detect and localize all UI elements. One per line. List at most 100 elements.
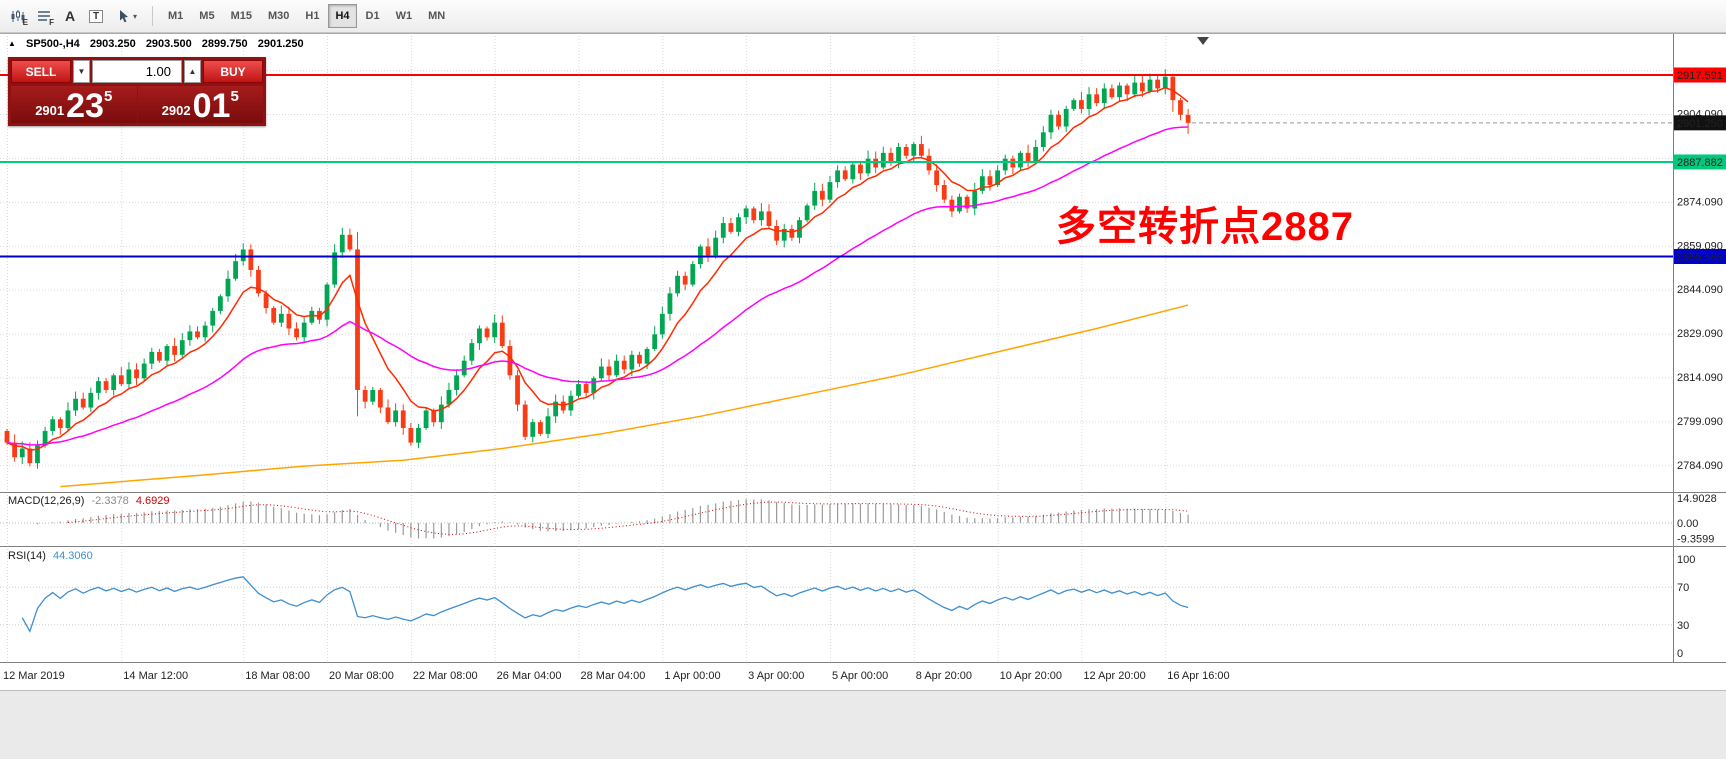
macd-tick-label: 14.9028 xyxy=(1677,493,1717,505)
price-tick-label: 2784.090 xyxy=(1677,460,1723,472)
price-tag-label: 2901.250 xyxy=(1677,118,1723,130)
price-tag-label: 2917.591 xyxy=(1677,70,1723,82)
volume-input[interactable] xyxy=(92,60,182,83)
text-tool-label: A xyxy=(64,8,76,24)
rsi-tick-label: 0 xyxy=(1677,648,1683,660)
price-tag xyxy=(1674,249,1726,265)
candlestick-chart-icon xyxy=(11,9,25,23)
textbox-tool-button[interactable]: T xyxy=(84,4,108,28)
cursor-tool-button[interactable]: ▾ xyxy=(110,4,144,28)
price-tag-label: 2855.588 xyxy=(1677,252,1723,264)
ohlc-open: 2903.250 xyxy=(89,38,136,50)
volume-decrease-button[interactable]: ▼ xyxy=(73,60,90,83)
icon-badge-f: F xyxy=(49,18,54,27)
ask-prefix: 2902 xyxy=(161,103,191,118)
cursor-arrow-icon xyxy=(119,10,128,23)
timeframe-m5-button[interactable]: M5 xyxy=(199,10,215,22)
price-scale[interactable]: 2904.0902874.0902859.0902844.0902829.090… xyxy=(1674,67,1726,661)
time-tick-label: 26 Mar 04:00 xyxy=(497,670,562,682)
price-tick-label: 2829.090 xyxy=(1677,328,1723,340)
chart-canvas[interactable]: 2904.0902874.0902859.0902844.0902829.090… xyxy=(0,34,1726,691)
price-tag-label: 2887.882 xyxy=(1677,157,1723,169)
macd-label: MACD(12,26,9) -2.3378 4.6929 xyxy=(8,495,174,507)
price-tick-label: 2874.090 xyxy=(1677,196,1723,208)
ohlc-low: 2899.750 xyxy=(201,38,248,50)
time-tick-label: 8 Apr 20:00 xyxy=(916,670,972,682)
macd-signal-value: 4.6929 xyxy=(135,495,170,507)
macd-main-value: -2.3378 xyxy=(91,495,129,507)
toolbar-separator xyxy=(152,6,153,26)
ohlc-high: 2903.500 xyxy=(145,38,192,50)
timeframe-w1-button[interactable]: W1 xyxy=(395,10,413,22)
timeframe-m1-button[interactable]: M1 xyxy=(168,10,184,22)
sell-button[interactable]: SELL xyxy=(11,60,71,83)
bid-prefix: 2901 xyxy=(35,103,65,118)
rsi-pane xyxy=(0,576,1672,633)
rsi-tick-label: 100 xyxy=(1677,554,1695,566)
time-tick-label: 5 Apr 00:00 xyxy=(832,670,888,682)
macd-name: MACD(12,26,9) xyxy=(8,495,85,507)
macd-tick-label: 0.00 xyxy=(1677,518,1698,530)
bid-price[interactable]: 2901 23 5 xyxy=(11,86,137,123)
fast-ma-line xyxy=(6,86,1189,451)
time-tick-label: 1 Apr 00:00 xyxy=(664,670,720,682)
timeframe-m30-button[interactable]: M30 xyxy=(267,10,290,22)
slow-ma-line xyxy=(60,304,1189,488)
chart-shift-marker[interactable] xyxy=(1197,37,1209,45)
macd-signal-line xyxy=(67,501,1189,535)
volume-increase-button[interactable]: ▲ xyxy=(184,60,201,83)
icon-badge-e: E xyxy=(22,18,28,27)
bid-main-digits: 23 xyxy=(66,87,104,126)
timeframe-h4-button[interactable]: H4 xyxy=(328,4,357,28)
gridlines-layer xyxy=(0,36,1672,662)
chevron-down-icon: ▾ xyxy=(132,11,137,21)
rsi-value: 44.3060 xyxy=(52,550,93,562)
time-tick-label: 28 Mar 04:00 xyxy=(581,670,646,682)
price-tag xyxy=(1674,115,1726,131)
time-tick-label: 3 Apr 00:00 xyxy=(748,670,804,682)
price-tag xyxy=(1674,67,1726,83)
buy-button[interactable]: BUY xyxy=(203,60,263,83)
timeframe-m15-button[interactable]: M15 xyxy=(230,10,252,22)
time-tick-label: 22 Mar 08:00 xyxy=(413,670,478,682)
macd-pane xyxy=(0,499,1672,539)
price-tick-label: 2799.090 xyxy=(1677,416,1723,428)
time-tick-label: 18 Mar 08:00 xyxy=(245,670,310,682)
price-tag xyxy=(1674,154,1726,170)
candles-layer xyxy=(4,69,1191,469)
rsi-tick-label: 30 xyxy=(1677,620,1689,632)
time-scale[interactable]: 12 Mar 2019 14 Mar 12:00 18 Mar 08:00 20 Ma… xyxy=(3,670,1230,682)
one-click-trading-panel: SELL ▼ ▲ BUY 2901 23 5 2902 01 5 xyxy=(8,57,266,126)
price-tick-label: 2814.090 xyxy=(1677,372,1723,384)
ask-main-digits: 01 xyxy=(192,87,231,126)
time-tick-label: 10 Apr 20:00 xyxy=(1000,670,1062,682)
symbol-info: ▲ SP500-,H4 2903.250 2903.500 2899.750 2… xyxy=(8,38,311,50)
chart-window: 2904.090 2874.090 2859.090 2844.090 2829.090… xyxy=(0,33,1726,691)
toolbar: E F A T ▾ M1 M5 M15 M30 H1 H4 D1 xyxy=(0,0,1726,33)
mid-ma-line xyxy=(6,126,1189,446)
bid-pip-digit: 5 xyxy=(103,88,113,105)
text-tool-button[interactable]: A xyxy=(58,4,82,28)
ohlc-close: 2901.250 xyxy=(257,38,304,50)
one-click-toggle[interactable]: ▲ xyxy=(8,39,16,48)
macd-tick-label: -9.3599 xyxy=(1677,534,1714,546)
annotation-text: 多空转折点2887 xyxy=(1056,205,1354,249)
rsi-line xyxy=(21,576,1189,633)
time-tick-label: 12 Mar 2019 xyxy=(3,670,65,682)
hline-objects-layer[interactable] xyxy=(0,74,1674,258)
rsi-name: RSI(14) xyxy=(8,550,46,562)
timeframe-h1-button[interactable]: H1 xyxy=(305,10,320,22)
time-tick-label: 12 Apr 20:00 xyxy=(1083,670,1145,682)
chart-template-icon-e[interactable]: E xyxy=(6,4,30,28)
moving-averages-layer xyxy=(6,86,1189,488)
chart-list-icon-f[interactable]: F xyxy=(32,4,56,28)
time-tick-label: 16 Apr 16:00 xyxy=(1167,670,1229,682)
textbox-tool-label: T xyxy=(88,9,104,23)
bottom-empty-area xyxy=(0,690,1726,759)
rsi-tick-label: 70 xyxy=(1677,582,1689,594)
timeframe-mn-button[interactable]: MN xyxy=(428,10,446,22)
symbol-name: SP500-,H4 xyxy=(25,38,80,50)
timeframe-d1-button[interactable]: D1 xyxy=(365,10,380,22)
ask-price[interactable]: 2902 01 5 xyxy=(137,86,263,126)
